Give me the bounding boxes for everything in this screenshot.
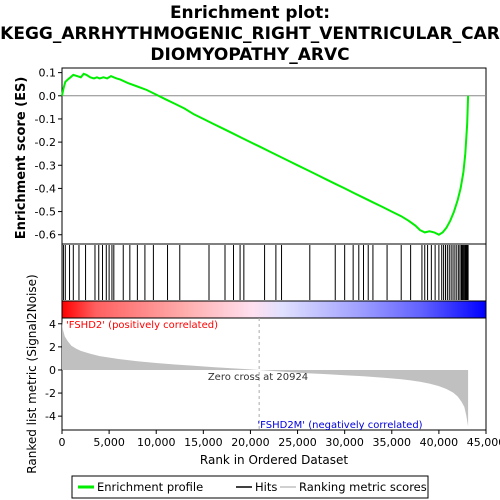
es-y-tick-label: -0.6 [35, 229, 56, 242]
legend: Enrichment profile Hits Ranking metric s… [71, 475, 429, 499]
chart-title-line-3: DIOMYOPATHY_ARVC [150, 45, 349, 65]
es-y-tick-label: -0.2 [35, 136, 56, 149]
es-y-axis-label: Enrichment score (ES) [14, 77, 29, 240]
positive-annotation: 'FSHD2' (positively correlated) [66, 320, 218, 331]
metric-y-tick-label: -4 [45, 410, 56, 423]
x-tick-label: 0 [59, 436, 66, 449]
legend-label-enrichment-profile: Enrichment profile [97, 480, 203, 494]
rank-heatmap-bar [61, 300, 487, 319]
rank-heatmap [61, 300, 487, 319]
zero-cross-annotation: Zero cross at 20924 [208, 372, 308, 383]
x-axis-label: Rank in Ordered Dataset [200, 453, 348, 467]
x-tick-label: 15,000 [184, 436, 223, 449]
metric-y-ticks: 4 2 0 -2 -4 [45, 318, 62, 423]
es-panel-frame [61, 67, 487, 245]
negative-annotation: 'FSHD2M' (negatively correlated) [257, 420, 422, 431]
legend-label-ranking-metric-scores: Ranking metric scores [299, 480, 427, 494]
es-series-line [61, 72, 470, 236]
es-y-tick-label: -0.1 [35, 113, 56, 126]
es-y-tick-label: -0.4 [35, 182, 56, 195]
x-tick-label: 10,000 [137, 436, 176, 449]
hits-panel-frame [61, 243, 487, 302]
metric-area [62, 321, 469, 427]
x-axis: 0 5,000 10,000 15,000 20,000 25,000 30,000 35,0… [59, 430, 500, 449]
x-tick-label: 20,000 [231, 436, 270, 449]
es-y-ticks: 0.1 0.0 -0.1 -0.2 -0.3 -0.4 -0.5 -0.6 [35, 67, 62, 242]
metric-panel: 420-2-4 'FSHD2' (positively correlated) … [25, 274, 487, 474]
chart-title-line-1: Enrichment plot: [170, 3, 330, 23]
metric-y-tick-label: -2 [45, 387, 56, 400]
es-y-tick-label: 0.0 [39, 90, 57, 103]
x-tick-label: 30,000 [325, 436, 364, 449]
hits-lines [62, 245, 469, 300]
x-tick-label: 5,000 [93, 436, 125, 449]
es-y-tick-label: -0.5 [35, 206, 56, 219]
chart-title-line-2: KEGG_ARRHYTHMOGENIC_RIGHT_VENTRICULAR_CA… [0, 24, 500, 44]
hits-panel [61, 243, 487, 302]
es-y-tick-label: -0.3 [35, 159, 56, 172]
metric-y-tick-label: 0 [49, 364, 56, 377]
x-tick-label: 25,000 [278, 436, 317, 449]
x-tick-label: 35,000 [373, 436, 412, 449]
metric-y-axis-label: Ranked list metric (Signal2Noise) [25, 274, 39, 473]
x-tick-label: 40,000 [420, 436, 459, 449]
metric-y-tick-label: 2 [49, 341, 56, 354]
es-y-tick-label: 0.1 [39, 67, 57, 80]
legend-label-hits: Hits [255, 480, 277, 494]
x-tick-label: 45,000 [467, 436, 500, 449]
metric-y-tick-label: 4 [49, 318, 56, 331]
es-panel: 0.1 0.0 -0.1 -0.2 -0.3 -0.4 -0.5 -0.6 Enrichmen… [14, 67, 487, 245]
